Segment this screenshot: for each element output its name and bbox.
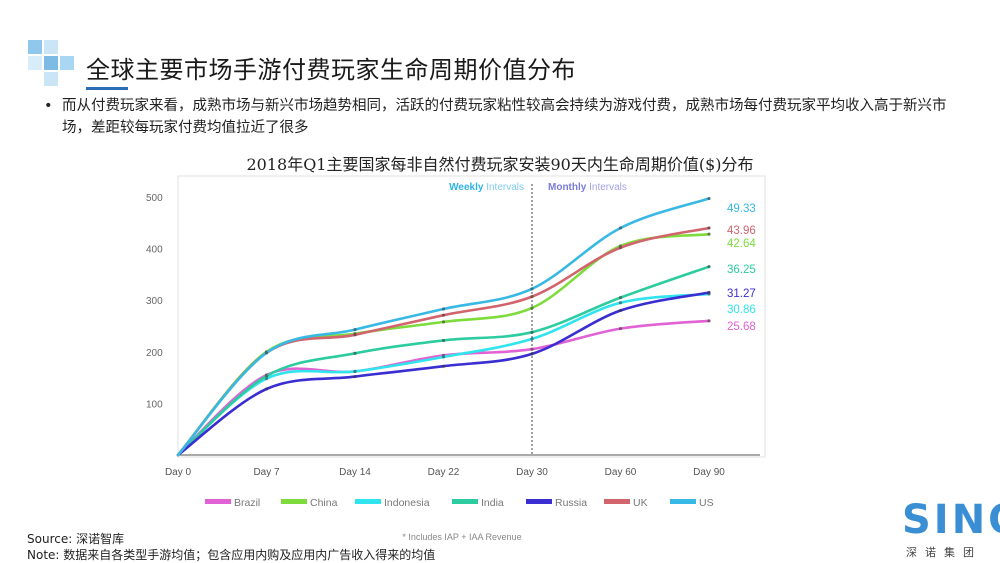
- x-tick-label: Day 0: [165, 467, 192, 478]
- y-tick-label: 500: [146, 193, 163, 204]
- legend-swatch-russia: [526, 499, 552, 504]
- data-point-uk: [707, 226, 711, 230]
- x-tick-label: Day 14: [339, 467, 371, 478]
- y-tick-label: 200: [146, 348, 163, 359]
- data-point-india: [441, 338, 446, 343]
- data-point-russia: [353, 374, 357, 379]
- page-title: 全球主要市场手游付费玩家生命周期价值分布: [86, 56, 576, 84]
- y-tick-label: 400: [146, 245, 163, 256]
- legend-label-india: India: [481, 497, 504, 509]
- series-line-indonesia: [176, 292, 711, 457]
- data-point-brazil: [707, 319, 711, 323]
- y-tick-label: 100: [146, 399, 163, 410]
- data-point-indonesia: [618, 301, 623, 305]
- end-value-label-china: 42.64: [727, 238, 756, 250]
- data-point-us: [353, 328, 357, 332]
- end-value-label-uk: 43.96: [727, 225, 756, 237]
- data-point-indonesia: [353, 369, 357, 374]
- end-value-label-russia: 31.27: [727, 288, 756, 300]
- data-point-indonesia: [441, 355, 446, 359]
- data-point-russia: [530, 352, 534, 356]
- data-point-us: [707, 196, 711, 201]
- legend-label-us: US: [699, 497, 714, 509]
- data-point-china: [441, 320, 446, 324]
- data-point-india: [530, 330, 534, 334]
- end-value-label-us: 49.33: [727, 203, 756, 215]
- weekly-intervals-label: Weekly Intervals: [449, 182, 524, 193]
- data-point-russia: [441, 364, 446, 368]
- legend-swatch-us: [670, 499, 696, 504]
- sino-logo-subtitle: 深诺集团: [906, 546, 982, 559]
- x-tick-label: Day 7: [253, 467, 280, 478]
- data-point-indonesia: [530, 337, 534, 341]
- legend-swatch-indonesia: [355, 499, 381, 504]
- data-point-us: [618, 226, 623, 230]
- bullet-dot: •: [44, 98, 53, 114]
- x-tick-label: Day 60: [605, 467, 637, 478]
- data-point-uk: [441, 313, 446, 317]
- end-value-label-india: 36.25: [727, 264, 756, 276]
- data-point-china: [530, 306, 534, 310]
- legend-label-indonesia: Indonesia: [384, 497, 430, 509]
- data-point-india: [618, 296, 623, 300]
- legend-swatch-china: [281, 499, 307, 504]
- data-point-china: [707, 232, 711, 236]
- data-point-us: [441, 307, 446, 311]
- sino-logo: SINO 深诺集团: [902, 498, 1000, 560]
- decorative-squares-icon: [28, 40, 74, 86]
- data-point-uk: [353, 333, 357, 337]
- chart-footnote: * Includes IAP + IAA Revenue: [402, 532, 521, 542]
- data-point-brazil: [618, 326, 623, 331]
- data-point-india: [353, 351, 357, 355]
- legend-swatch-india: [452, 499, 478, 504]
- x-tick-label: Day 22: [428, 467, 460, 478]
- data-point-us: [264, 351, 269, 355]
- data-point-russia: [264, 387, 269, 391]
- data-point-russia: [707, 290, 711, 295]
- data-point-uk: [530, 294, 534, 299]
- x-tick-label: Day 30: [516, 467, 548, 478]
- data-point-india: [264, 374, 269, 378]
- legend-label-russia: Russia: [555, 497, 587, 509]
- data-point-us: [530, 287, 534, 291]
- data-point-russia: [618, 308, 623, 313]
- data-point-brazil: [530, 347, 534, 351]
- legend-label-brazil: Brazil: [234, 497, 260, 509]
- legend-swatch-uk: [604, 499, 630, 504]
- bullet-text: 而从付费玩家来看，成熟市场与新兴市场趋势相同，活跃的付费玩家粘性较高会持续为游戏…: [62, 98, 947, 136]
- legend-label-uk: UK: [633, 497, 648, 509]
- series-line-china: [176, 232, 711, 457]
- bullet-paragraph: • 而从付费玩家来看，成熟市场与新兴市场趋势相同，活跃的付费玩家粘性较高会持续为…: [44, 95, 967, 139]
- data-point-uk: [618, 245, 623, 250]
- end-value-label-brazil: 25.68: [727, 321, 756, 333]
- chart-title: 2018年Q1主要国家每非自然付费玩家安装90天内生命周期价值($)分布: [246, 155, 754, 174]
- source-text: Source: 深诺智库: [27, 532, 125, 546]
- monthly-intervals-label: Monthly Intervals: [548, 182, 627, 193]
- x-tick-label: Day 90: [693, 467, 725, 478]
- title-underline: [86, 87, 128, 90]
- note-text: Note: 数据来自各类型手游均值；包含应用内购及应用内广告收入得来的均值: [27, 548, 436, 562]
- data-point-india: [707, 265, 711, 269]
- legend-label-china: China: [310, 497, 338, 509]
- end-value-label-indonesia: 30.86: [727, 304, 756, 316]
- plot-frame: [177, 175, 766, 458]
- sino-logo-word: SINO: [902, 497, 1000, 543]
- series-line-russia: [176, 291, 711, 457]
- y-tick-label: 300: [146, 296, 163, 307]
- legend-swatch-brazil: [205, 499, 231, 504]
